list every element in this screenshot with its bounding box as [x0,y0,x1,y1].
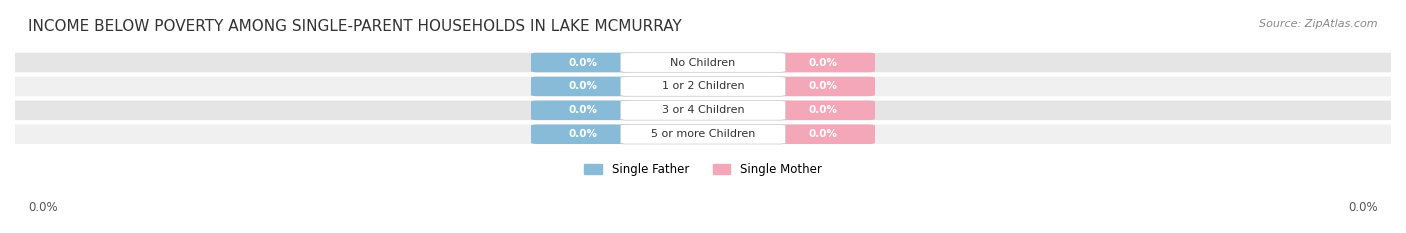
FancyBboxPatch shape [15,124,1391,144]
Legend: Single Father, Single Mother: Single Father, Single Mother [579,158,827,181]
Text: Source: ZipAtlas.com: Source: ZipAtlas.com [1260,19,1378,29]
FancyBboxPatch shape [531,101,634,120]
FancyBboxPatch shape [772,53,875,72]
FancyBboxPatch shape [620,53,786,72]
Text: 0.0%: 0.0% [808,81,838,91]
Text: 0.0%: 0.0% [28,201,58,214]
Text: 0.0%: 0.0% [568,129,598,139]
Text: No Children: No Children [671,58,735,68]
FancyBboxPatch shape [620,77,786,96]
FancyBboxPatch shape [531,124,634,144]
Text: 0.0%: 0.0% [568,105,598,115]
FancyBboxPatch shape [15,77,1391,96]
Text: 0.0%: 0.0% [1348,201,1378,214]
FancyBboxPatch shape [15,53,1391,72]
Text: 0.0%: 0.0% [808,105,838,115]
FancyBboxPatch shape [772,101,875,120]
FancyBboxPatch shape [620,101,786,120]
Text: 0.0%: 0.0% [808,129,838,139]
Text: 0.0%: 0.0% [568,81,598,91]
FancyBboxPatch shape [531,53,634,72]
FancyBboxPatch shape [772,77,875,96]
Text: 1 or 2 Children: 1 or 2 Children [662,81,744,91]
Text: 5 or more Children: 5 or more Children [651,129,755,139]
FancyBboxPatch shape [620,124,786,144]
Text: INCOME BELOW POVERTY AMONG SINGLE-PARENT HOUSEHOLDS IN LAKE MCMURRAY: INCOME BELOW POVERTY AMONG SINGLE-PARENT… [28,19,682,34]
FancyBboxPatch shape [531,77,634,96]
FancyBboxPatch shape [772,124,875,144]
Text: 0.0%: 0.0% [808,58,838,68]
Text: 3 or 4 Children: 3 or 4 Children [662,105,744,115]
Text: 0.0%: 0.0% [568,58,598,68]
FancyBboxPatch shape [15,101,1391,120]
